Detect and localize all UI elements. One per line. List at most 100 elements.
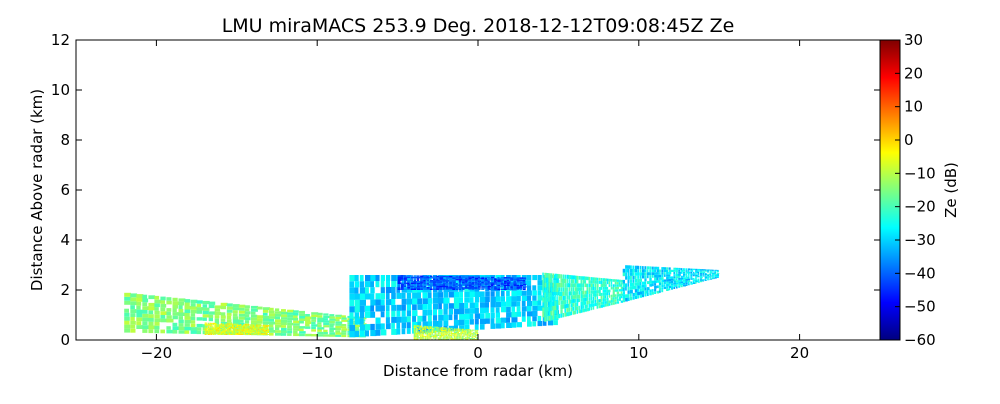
echo-cell <box>227 323 229 325</box>
echo-cell <box>437 332 440 334</box>
echo-cell <box>240 329 242 331</box>
echo-cell <box>233 331 236 333</box>
echo-cell <box>445 328 448 330</box>
echo-cell <box>458 330 460 332</box>
echo-cell <box>249 327 252 329</box>
echo-cell <box>269 313 275 317</box>
echo-cell <box>673 272 676 275</box>
echo-cell <box>219 326 221 328</box>
echo-cell <box>410 279 414 282</box>
echo-cell <box>554 305 557 311</box>
echo-cell <box>470 333 472 335</box>
x-tick-label: 10 <box>629 344 648 362</box>
echo-cell <box>407 275 411 277</box>
echo-cell <box>547 320 554 326</box>
echo-cell <box>438 297 445 304</box>
echo-cell <box>716 277 719 278</box>
echo-cell <box>463 337 466 339</box>
echo-cell <box>663 286 667 290</box>
echo-cell <box>246 325 249 327</box>
echo-cell <box>516 277 521 279</box>
echo-cell <box>404 285 407 287</box>
echo-cell <box>704 279 707 281</box>
echo-cell <box>217 333 219 335</box>
echo-cell <box>465 280 468 282</box>
echo-cell <box>610 281 613 285</box>
echo-cell <box>256 318 263 321</box>
echo-cell <box>490 279 494 281</box>
echo-cell <box>204 322 207 324</box>
echo-cell <box>572 283 575 288</box>
echo-cell <box>537 285 544 291</box>
echo-cell <box>495 317 502 324</box>
echo-cell <box>329 334 336 337</box>
echo-cell <box>433 285 437 288</box>
echo-cell <box>649 266 652 270</box>
echo-cell <box>407 287 411 289</box>
echo-cell <box>600 292 603 296</box>
echo-cell <box>416 281 420 283</box>
echo-cell <box>410 278 414 280</box>
echo-cell <box>506 286 510 288</box>
echo-cell <box>610 300 613 303</box>
echo-cell <box>453 338 456 340</box>
echo-cell <box>359 318 364 325</box>
echo-cell <box>618 289 621 292</box>
echo-cell <box>207 323 210 326</box>
echo-cell <box>439 281 443 283</box>
echo-cell <box>468 280 472 282</box>
echo-cell <box>225 325 228 327</box>
echo-cell <box>257 324 260 326</box>
echo-cell <box>673 274 676 277</box>
echo-cell <box>461 288 465 290</box>
echo-cell <box>656 290 660 294</box>
echo-cell <box>618 293 621 297</box>
echo-cell <box>154 314 160 319</box>
echo-cell <box>248 326 250 328</box>
echo-cell <box>586 276 589 281</box>
echo-cell <box>468 332 470 334</box>
echo-cell <box>329 327 337 330</box>
echo-cell <box>385 293 390 299</box>
echo-cell <box>404 276 408 279</box>
echo-cell <box>227 324 229 326</box>
echo-cell <box>265 334 268 335</box>
echo-cell <box>654 283 657 286</box>
echo-cell <box>683 275 685 278</box>
echo-cell <box>184 309 191 313</box>
echo-cell <box>620 300 624 303</box>
echo-cell <box>178 319 184 324</box>
echo-cell <box>666 283 669 287</box>
echo-cell <box>461 337 464 339</box>
echo-cell <box>416 335 419 338</box>
echo-cell <box>252 327 255 329</box>
echo-cell <box>455 288 459 290</box>
echo-cell <box>230 331 233 333</box>
echo-cell <box>421 331 424 333</box>
echo-cell <box>442 338 444 340</box>
echo-cell <box>610 297 613 300</box>
echo-cell <box>428 328 430 331</box>
echo-cell <box>654 285 657 289</box>
echo-cell <box>184 306 192 310</box>
echo-cell <box>685 270 688 272</box>
echo-cell <box>560 309 563 314</box>
echo-cell <box>465 277 468 280</box>
echo-cell <box>469 319 474 325</box>
echo-cell <box>413 337 416 339</box>
echo-cell <box>236 323 238 325</box>
echo-cell <box>578 294 581 299</box>
echo-cell <box>252 324 255 326</box>
echo-cell <box>548 282 551 288</box>
echo-cell <box>521 311 526 317</box>
echo-cell <box>476 330 478 332</box>
echo-cell <box>604 301 607 304</box>
echo-cell <box>459 280 465 287</box>
echo-cell <box>442 288 446 290</box>
echo-cell <box>244 327 247 329</box>
echo-cell <box>564 274 566 279</box>
echo-cell <box>400 278 404 280</box>
echo-cell <box>634 265 638 269</box>
echo-cell <box>478 280 481 282</box>
echo-cell <box>204 326 207 328</box>
